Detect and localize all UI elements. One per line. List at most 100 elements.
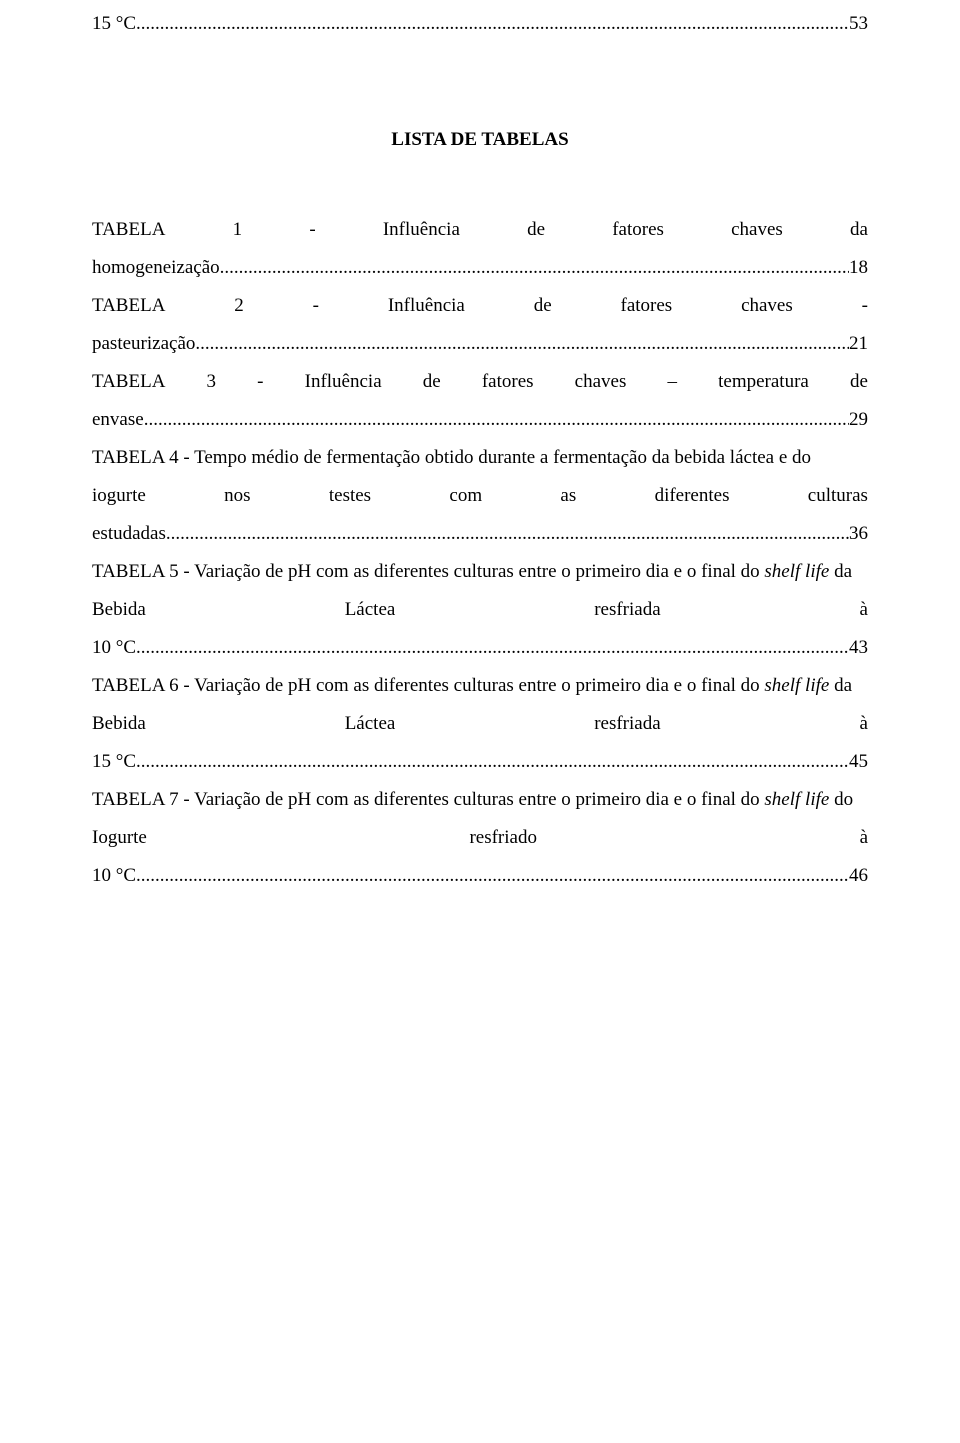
entry-text-run: TABELA 5 - Variação de pH com as diferen… [92, 561, 764, 582]
entry-token: temperatura [718, 363, 809, 401]
entry-line: TABELA 7 - Variação de pH com as diferen… [92, 781, 868, 819]
entry-text-run: TABELA 6 - Variação de pH com as diferen… [92, 675, 764, 696]
entry-token: TABELA [92, 287, 165, 325]
entry-token: iogurte [92, 477, 146, 515]
entry-token: Influência [383, 211, 460, 249]
entry-token: de [850, 363, 868, 401]
entry-token: de [534, 287, 552, 325]
entry-line: TABELA3-Influênciadefatoreschaves–temper… [92, 363, 868, 401]
entry-token: de [527, 211, 545, 249]
entry-token: fatores [482, 363, 534, 401]
entry-token: fatores [612, 211, 664, 249]
entry-token: - [257, 363, 263, 401]
entry-token: Bebida [92, 705, 146, 743]
table-entry: TABELA3-Influênciadefatoreschaves–temper… [92, 363, 868, 439]
entry-page-number: 29 [849, 401, 868, 439]
entry-text-run: do [829, 789, 853, 810]
entry-token: culturas [808, 477, 868, 515]
entry-line: iogurte nos testes com as diferentes culturas [92, 477, 868, 515]
entry-token: Láctea [345, 705, 396, 743]
entry-token: resfriado [469, 819, 537, 857]
carryover-line: 15 °C 53 [92, 10, 868, 39]
entry-token: à [860, 819, 868, 857]
entry-token: chaves [731, 211, 783, 249]
entry-left: estudadas [92, 515, 166, 553]
table-entry: TABELA 4 - Tempo médio de fermentação ob… [92, 439, 868, 553]
entry-token: - [862, 287, 868, 325]
entry-token: - [309, 211, 315, 249]
leader-dots [166, 515, 849, 553]
entry-text-run: da [829, 561, 852, 582]
entry-line: Bebida Láctea resfriada à [92, 705, 868, 743]
table-entry: TABELA 5 - Variação de pH com as diferen… [92, 553, 868, 667]
leader-dots [220, 249, 849, 287]
entry-token: 1 [233, 211, 243, 249]
entry-line: pasteurização 21 [92, 325, 868, 363]
entry-token: testes [329, 477, 371, 515]
leader-dots [195, 325, 849, 363]
table-entry: TABELA 1 - Influência de fatores chaves da homog… [92, 211, 868, 287]
entry-page-number: 18 [849, 249, 868, 287]
entry-page-number: 45 [849, 743, 868, 781]
entry-token: nos [224, 477, 250, 515]
entry-token: à [860, 705, 868, 743]
carryover-left: 15 °C [92, 10, 136, 39]
entry-token: da [850, 211, 868, 249]
entry-page-number: 43 [849, 629, 868, 667]
table-entries: TABELA1-Influênciadefatoreschavesdahomog… [92, 211, 868, 895]
entry-token: chaves [575, 363, 627, 401]
table-entry: TABELA2-Influênciadefatoreschaves-pasteu… [92, 287, 868, 363]
entry-text: TABELA 4 - Tempo médio de fermentação ob… [92, 439, 811, 477]
entry-line: TABELA2-Influênciadefatoreschaves- [92, 287, 868, 325]
entry-page-number: 21 [849, 325, 868, 363]
entry-text-run: da [829, 675, 852, 696]
entry-token: TABELA [92, 363, 165, 401]
entry-token: resfriada [594, 705, 660, 743]
entry-token: chaves [741, 287, 793, 325]
entry-left: 10 °C [92, 857, 136, 895]
entry-token: 2 [234, 287, 244, 325]
entry-token: diferentes [655, 477, 730, 515]
entry-text-run: TABELA 7 - Variação de pH com as diferen… [92, 789, 764, 810]
document-page: 15 °C 53 LISTA DE TABELAS TABELA 1 - Influê… [0, 0, 960, 1443]
entry-line: TABELA 5 - Variação de pH com as diferen… [92, 553, 868, 591]
leader-dots [136, 743, 849, 781]
entry-token: as [560, 477, 576, 515]
entry-line: 10 °C 43 [92, 629, 868, 667]
carryover-page: 53 [849, 10, 868, 39]
entry-line: envase 29 [92, 401, 868, 439]
entry-token: à [860, 591, 868, 629]
entry-token: de [423, 363, 441, 401]
entry-line: TABELA 4 - Tempo médio de fermentação ob… [92, 439, 868, 477]
entry-line: 15 °C 45 [92, 743, 868, 781]
entry-token: resfriada [594, 591, 660, 629]
entry-italic-run: shelf life [764, 675, 829, 696]
entry-italic-run: shelf life [764, 789, 829, 810]
entry-line: TABELA 1 - Influência de fatores chaves da [92, 211, 868, 249]
leader-dots [136, 10, 849, 39]
entry-left: envase [92, 401, 144, 439]
entry-token: Bebida [92, 591, 146, 629]
entry-token: Láctea [345, 591, 396, 629]
entry-left: homogeneização [92, 249, 220, 287]
entry-token: - [313, 287, 319, 325]
entry-token: TABELA [92, 211, 165, 249]
entry-page-number: 46 [849, 857, 868, 895]
entry-token: Iogurte [92, 819, 147, 857]
entry-left: 10 °C [92, 629, 136, 667]
entry-left: 15 °C [92, 743, 136, 781]
entry-token: 3 [207, 363, 217, 401]
entry-left: pasteurização [92, 325, 195, 363]
list-of-tables-heading: LISTA DE TABELAS [92, 129, 868, 151]
leader-dots [136, 629, 849, 667]
entry-line: 10 °C 46 [92, 857, 868, 895]
entry-line: Iogurte resfriado à [92, 819, 868, 857]
entry-italic-run: shelf life [764, 561, 829, 582]
entry-line: estudadas 36 [92, 515, 868, 553]
table-entry: TABELA 7 - Variação de pH com as diferen… [92, 781, 868, 895]
entry-line: Bebida Láctea resfriada à [92, 591, 868, 629]
entry-line: TABELA 6 - Variação de pH com as diferen… [92, 667, 868, 705]
entry-token: – [667, 363, 677, 401]
entry-token: com [449, 477, 482, 515]
entry-page-number: 36 [849, 515, 868, 553]
